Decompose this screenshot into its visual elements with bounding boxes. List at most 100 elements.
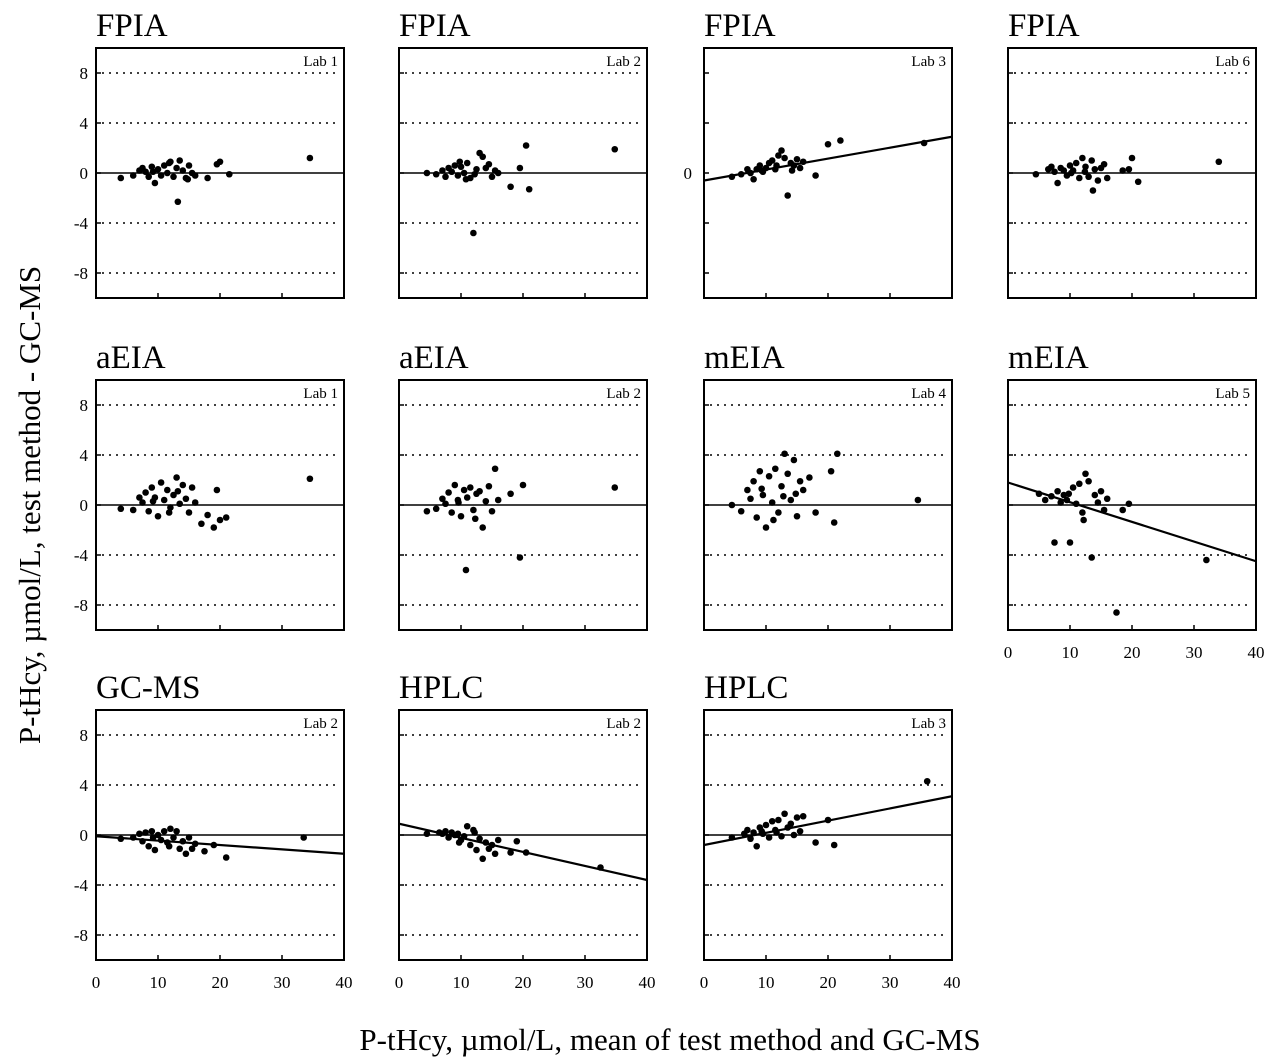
panel-3: FPIA Lab 3 0 [684,8,953,299]
data-point [423,507,431,515]
data-point [157,836,165,844]
data-point [796,164,804,172]
lab-label: Lab 6 [1215,54,1250,70]
data-point [170,491,177,499]
data-point [1125,500,1133,508]
panel-title: FPIA [96,8,168,44]
data-point [494,836,502,844]
lab-label: Lab 3 [911,54,946,70]
data-point [170,173,177,181]
data-point [522,142,530,149]
data-point [773,162,780,169]
data-point [170,834,177,841]
y-tick-label: -4 [74,876,89,895]
data-point [1215,158,1223,166]
data-point [142,489,149,496]
data-point [1065,490,1073,498]
data-point [167,825,174,833]
data-point [154,831,162,839]
data-point [525,185,533,193]
x-tick-label: 0 [395,973,404,992]
data-point [784,470,791,478]
panel-6: aEIA Lab 2 [398,340,648,631]
data-point [765,834,773,841]
data-point [1089,187,1097,194]
data-point [1091,165,1099,173]
data-point [470,506,477,514]
data-point [479,524,487,531]
data-point [1085,173,1092,181]
data-point [455,839,463,846]
data-point [1041,496,1049,504]
data-point [728,501,736,509]
data-point [476,487,483,495]
data-point [775,152,782,159]
panel-title: aEIA [96,340,166,376]
panel-title: mEIA [704,340,785,376]
data-point [1081,168,1089,176]
x-tick-label: 30 [274,973,291,992]
data-point [728,834,736,841]
x-tick-label: 0 [700,973,709,992]
data-point [728,173,736,181]
panel-11: HPLC Lab 3 0 10 20 30 40 [700,670,961,992]
data-point [753,514,760,521]
data-point [157,172,165,179]
data-point [773,829,780,836]
data-point [837,137,844,144]
x-tick-label: 20 [820,973,837,992]
data-point [476,835,483,843]
x-tick-label: 40 [944,973,961,992]
data-point [176,500,183,508]
x-tick-label: 0 [1004,643,1013,662]
y-tick-label: -8 [74,596,88,615]
panel-2: FPIA Lab 2 [398,8,648,299]
data-point [300,834,308,841]
data-point [1094,177,1102,184]
regression-line [704,135,952,182]
data-point [457,512,465,520]
data-point [185,509,193,516]
data-point [210,841,218,849]
data-point [827,467,835,475]
data-point [1072,500,1080,508]
data-point [432,170,440,178]
data-point [432,505,440,513]
data-point [142,168,149,176]
data-point [204,174,211,182]
data-point [129,506,137,514]
data-point [463,494,471,501]
data-point [423,830,431,838]
data-point [457,163,465,171]
x-tick-label: 10 [453,973,470,992]
data-point [455,499,462,506]
data-point [1085,477,1092,485]
data-point [806,474,813,481]
data-point [1063,496,1071,504]
data-point [799,812,807,820]
data-point [164,486,171,494]
data-point [173,474,180,481]
regression-line [96,835,344,855]
x-tick-label: 10 [758,973,775,992]
data-point [923,777,931,785]
data-point [454,830,462,838]
data-point [747,169,754,177]
data-point [216,516,224,524]
data-point [812,172,819,179]
data-point [753,842,760,850]
data-point [148,163,156,171]
lab-label: Lab 2 [606,54,641,70]
data-point [768,157,776,164]
data-point [210,524,218,531]
panel-title: HPLC [399,670,483,706]
panel-title: FPIA [399,8,471,44]
y-tick-label: 4 [80,446,89,465]
lab-label: Lab 1 [303,54,338,70]
data-point [758,485,765,493]
data-point [451,481,459,489]
panel-1: FPIA Lab 1 8 4 0 -4 -8 [74,8,345,299]
x-tick-label: 30 [882,973,899,992]
panel-4: FPIA Lab 6 [1007,8,1257,299]
data-point [611,484,619,491]
